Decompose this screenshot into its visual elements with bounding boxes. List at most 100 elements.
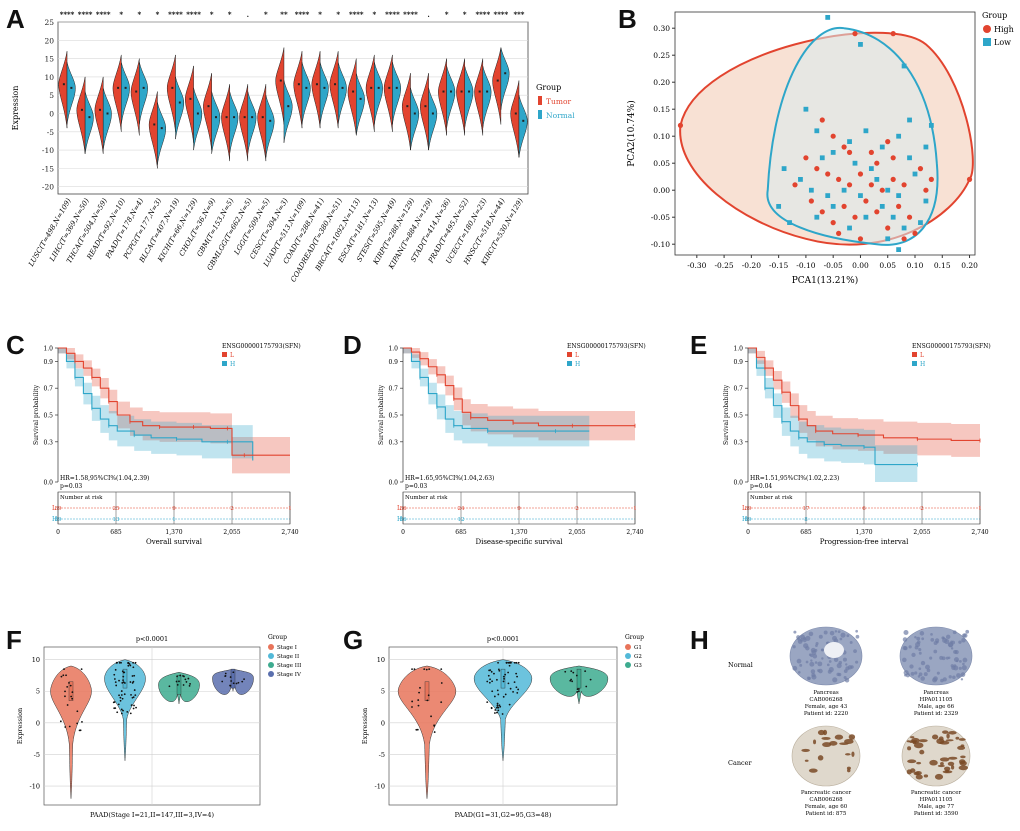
x-tick-label: -0.10 (796, 261, 815, 270)
hr-annotation: HR=1.58,95%CI%(1.04,2.39) (60, 475, 149, 482)
brown-stain-glands (948, 730, 957, 735)
low-point (803, 106, 809, 112)
sample-point (498, 669, 501, 672)
y-tick-label: 0.00 (653, 186, 670, 195)
tissue-texture (823, 630, 828, 635)
sample-point (65, 674, 67, 677)
brown-stain-glands (822, 729, 828, 736)
tumor-median-mark (388, 86, 391, 89)
y-tick-label: 0.0 (733, 480, 743, 487)
normal-violin (84, 91, 94, 154)
significance-label: **** (60, 10, 75, 19)
significance-label: . (427, 10, 429, 19)
high-point (874, 160, 880, 166)
tumor-median-mark (334, 83, 337, 86)
y-tick-label: 5 (49, 91, 54, 100)
sample-point (571, 680, 574, 683)
tissue-texture (960, 678, 964, 681)
y-tick-label: 0 (381, 719, 385, 727)
chart-title: ENSG00000175793(SFN) (222, 343, 301, 350)
significance-label: * (119, 10, 123, 19)
sample-point (497, 693, 500, 696)
sample-point (516, 675, 518, 678)
tissue-texture (939, 655, 944, 660)
tissue-texture (805, 646, 810, 651)
tissue-texture (936, 671, 940, 675)
tissue-texture (956, 673, 961, 678)
hr-annotation: HR=1.51,95%CI%(1.02,2.23) (750, 475, 839, 482)
sample-point (122, 675, 125, 678)
caption-line: Female, age 60 (805, 804, 848, 810)
tissue-texture (805, 660, 809, 664)
significance-label: * (445, 10, 449, 19)
significance-label: * (463, 10, 467, 19)
sample-point (129, 681, 132, 683)
sample-point (433, 731, 436, 733)
legend-swatch-h (222, 361, 227, 366)
tissue-texture (832, 677, 838, 683)
sample-point (497, 709, 500, 712)
sample-point (243, 678, 245, 681)
sample-point (133, 674, 136, 677)
tissue-texture (800, 634, 805, 640)
tissue-texture (953, 665, 959, 671)
sample-point (411, 700, 414, 703)
sample-point (130, 693, 132, 696)
tumor-median-mark (424, 105, 427, 108)
tissue-texture (917, 675, 921, 678)
sample-point (114, 668, 117, 671)
y-tick-label: 0.0 (43, 480, 53, 487)
sample-point (516, 691, 519, 694)
normal-median-mark (395, 86, 398, 89)
caption-line: HPA011105 (920, 697, 953, 703)
y-tick-label: 1.0 (43, 346, 53, 353)
brown-stain-glands (945, 739, 954, 742)
sample-point (179, 674, 182, 677)
risk-number-l: 17 (803, 506, 810, 512)
low-point (863, 128, 869, 134)
sample-point (505, 661, 508, 664)
tissue-texture (821, 657, 824, 660)
plot-frame (674, 11, 976, 256)
high-point (874, 209, 880, 215)
caption-line: CAB006268 (809, 697, 843, 703)
tissue-texture (808, 631, 814, 637)
tissue-texture (916, 636, 921, 641)
sample-point (134, 694, 137, 697)
tissue-texture (965, 629, 970, 634)
high-point (906, 214, 913, 220)
sample-point (224, 674, 227, 677)
sample-point (425, 668, 428, 671)
x-axis-label: Overall survival (146, 538, 203, 546)
sample-point (569, 679, 572, 682)
brown-stain-glands (804, 759, 809, 762)
high-point (852, 214, 858, 220)
low-point (901, 63, 907, 69)
x-axis-label: Disease-specific survival (475, 538, 563, 546)
legend-label: Stage II (277, 654, 299, 660)
x-axis-label: PAAD(G1=31,G2=95,G3=48) (455, 811, 552, 819)
tissue-texture (837, 672, 842, 677)
tissue-texture (958, 666, 962, 670)
tissue-texture (953, 657, 959, 663)
sample-point (487, 674, 490, 677)
x-tick-label: -0.25 (714, 261, 733, 270)
sample-point (68, 682, 70, 684)
sample-point (494, 709, 497, 711)
sample-point (502, 675, 505, 678)
tumor-median-mark (297, 83, 300, 86)
sample-point (176, 675, 178, 678)
tissue-texture (950, 640, 953, 644)
sample-point (189, 683, 191, 685)
sample-point (66, 704, 69, 706)
tumor-violin (329, 51, 339, 129)
risk-number-l: 25 (113, 506, 120, 512)
sample-point (513, 661, 516, 664)
tissue-texture (792, 665, 798, 671)
significance-label: **** (96, 10, 111, 19)
legend-swatch-tumor (538, 96, 542, 105)
significance-label: * (156, 10, 160, 19)
group-violin (104, 659, 146, 761)
sample-point (168, 685, 171, 688)
legend-label-high: High (994, 25, 1014, 34)
